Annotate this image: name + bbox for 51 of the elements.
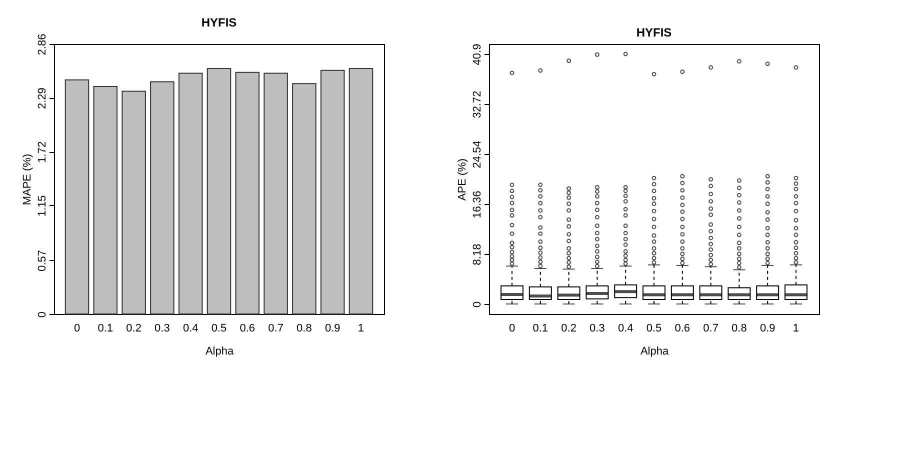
x-tick-label: 0.7 bbox=[268, 322, 284, 334]
y-tick-label: 8.18 bbox=[472, 244, 484, 266]
y-tick-label: 16.36 bbox=[472, 190, 484, 218]
bar bbox=[320, 70, 345, 314]
x-tick-label: 0.5 bbox=[646, 322, 662, 334]
x-axis-title: Alpha bbox=[205, 346, 234, 358]
x-tick-label: 0.3 bbox=[154, 322, 170, 334]
bar bbox=[93, 86, 118, 314]
bar bbox=[348, 68, 374, 314]
chart-title: HYFIS bbox=[201, 15, 237, 30]
x-axis-title: Alpha bbox=[640, 346, 670, 358]
x-tick-label: 0.4 bbox=[182, 322, 198, 334]
x-tick-label: 0.4 bbox=[618, 322, 634, 334]
bar bbox=[122, 90, 146, 314]
x-tick-label: 0.9 bbox=[324, 322, 340, 334]
bar bbox=[292, 83, 316, 314]
x-tick-label: 0 bbox=[508, 322, 516, 334]
y-tick-label: 40.9 bbox=[472, 44, 484, 66]
y-tick-label: 0 bbox=[472, 301, 484, 308]
bar bbox=[178, 72, 203, 314]
bar bbox=[264, 72, 288, 314]
y-tick-label: 1.72 bbox=[36, 141, 48, 163]
x-tick-label: 0.1 bbox=[98, 322, 114, 334]
x-tick-label: 0.2 bbox=[561, 322, 576, 334]
y-axis-title: MAPE (%) bbox=[22, 154, 34, 206]
x-tick-label: 0.1 bbox=[532, 322, 548, 334]
y-tick-label: 2.86 bbox=[36, 34, 48, 56]
chart-title: HYFIS bbox=[636, 25, 672, 40]
y-tick-label: 0.57 bbox=[36, 250, 48, 272]
x-tick-label: 0.8 bbox=[296, 322, 312, 334]
x-tick-label: 0.8 bbox=[732, 322, 747, 334]
x-tick-label: 1 bbox=[358, 322, 364, 334]
y-axis-title: APE (%) bbox=[456, 158, 468, 201]
x-tick-label: 0 bbox=[74, 322, 80, 334]
y-tick-label: 1.15 bbox=[36, 195, 48, 217]
x-tick-label: 0.2 bbox=[126, 322, 142, 334]
x-tick-label: 0.6 bbox=[240, 322, 256, 334]
y-tick-label: 2.29 bbox=[36, 88, 48, 110]
x-tick-label: 0.6 bbox=[674, 322, 690, 334]
y-tick-label: 32.72 bbox=[472, 90, 484, 118]
x-tick-label: 0.5 bbox=[211, 322, 227, 334]
bar bbox=[150, 81, 174, 314]
x-tick-label: 0.9 bbox=[760, 322, 776, 334]
bar bbox=[206, 68, 232, 314]
x-tick-label: 1 bbox=[792, 322, 800, 334]
bar bbox=[235, 72, 260, 314]
x-tick-label: 0.3 bbox=[590, 322, 605, 334]
y-tick-label: 0 bbox=[36, 311, 48, 318]
y-tick-label: 24.54 bbox=[472, 140, 484, 168]
x-tick-label: 0.7 bbox=[703, 322, 718, 334]
bar bbox=[64, 79, 90, 314]
